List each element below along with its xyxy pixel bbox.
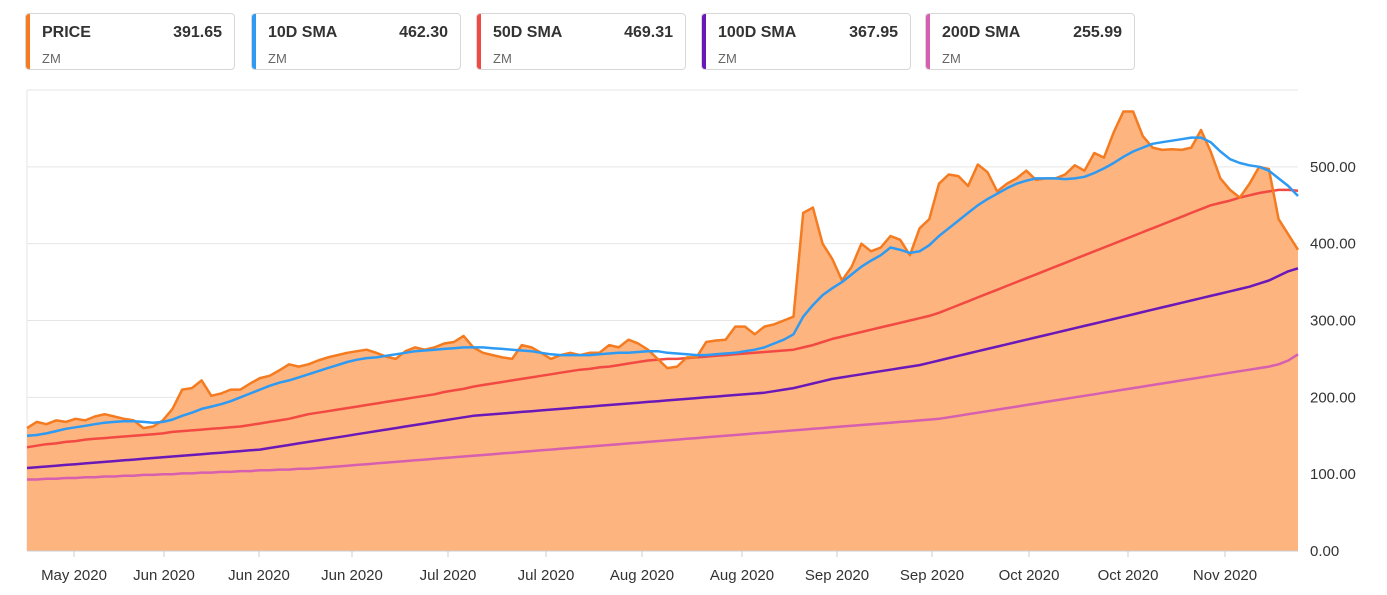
x-tick-label: Jun 2020: [133, 567, 195, 584]
x-tick-label: May 2020: [41, 567, 107, 584]
y-tick-label: 0.00: [1310, 543, 1339, 560]
legend-card-price[interactable]: PRICE 391.65 ZM: [25, 13, 235, 70]
x-tick-label: Aug 2020: [710, 567, 774, 584]
y-tick-label: 100.00: [1310, 466, 1356, 483]
y-tick-label: 400.00: [1310, 236, 1356, 253]
legend-symbol: ZM: [42, 51, 61, 66]
legend-symbol: ZM: [493, 51, 512, 66]
legend-series-name: 50D SMA: [493, 24, 563, 41]
series-line-200d-sma: [27, 353, 1299, 481]
series-line-price: [26, 110, 1300, 430]
x-tick-label: Jul 2020: [518, 567, 575, 584]
series-line-50d-sma: [26, 188, 1299, 449]
x-tick-label: Jun 2020: [228, 567, 290, 584]
price-area-fill: [27, 111, 1298, 551]
legend-series-value: 462.30: [399, 24, 448, 41]
series-lines-layer: [26, 110, 1300, 481]
legend-series-name: 100D SMA: [718, 24, 797, 41]
y-tick-label: 300.00: [1310, 313, 1356, 330]
legend-series-value: 255.99: [1073, 24, 1122, 41]
x-tick-label: Sep 2020: [900, 567, 964, 584]
legend-card-100d-sma[interactable]: 100D SMA 367.95 ZM: [701, 13, 911, 70]
legend-color-bar: [477, 14, 481, 69]
legend-color-bar: [26, 14, 30, 69]
x-tick-label: Oct 2020: [999, 567, 1060, 584]
legend-card-50d-sma[interactable]: 50D SMA 469.31 ZM: [476, 13, 686, 70]
legend-series-name: 200D SMA: [942, 24, 1021, 41]
y-axis: 0.00 100.00 200.00 300.00 400.00 500.00: [1310, 159, 1356, 560]
legend-series-name: 10D SMA: [268, 24, 338, 41]
x-axis: May 2020 Jun 2020 Jun 2020 Jun 2020 Jul 2020…: [27, 550, 1298, 584]
legend-series-value: 469.31: [624, 24, 673, 41]
legend-series-name: PRICE: [42, 24, 91, 41]
legend-symbol: ZM: [268, 51, 287, 66]
series-line-100d-sma: [26, 267, 1299, 470]
legend-symbol: ZM: [942, 51, 961, 66]
x-tick-label: Oct 2020: [1098, 567, 1159, 584]
legend-card-10d-sma[interactable]: 10D SMA 462.30 ZM: [251, 13, 461, 70]
x-tick-label: Sep 2020: [805, 567, 869, 584]
series-line-10d-sma: [26, 136, 1299, 438]
legend-color-bar: [926, 14, 930, 69]
legend-symbol: ZM: [718, 51, 737, 66]
x-tick-label: Jun 2020: [321, 567, 383, 584]
legend-series-value: 367.95: [849, 24, 898, 41]
x-tick-label: Nov 2020: [1193, 567, 1257, 584]
legend-color-bar: [702, 14, 706, 69]
price-area-layer: [27, 111, 1298, 551]
y-tick-label: 500.00: [1310, 159, 1356, 176]
legend-color-bar: [252, 14, 256, 69]
y-tick-label: 200.00: [1310, 389, 1356, 406]
x-tick-label: Jul 2020: [420, 567, 477, 584]
x-tick-label: Aug 2020: [610, 567, 674, 584]
legend-card-200d-sma[interactable]: 200D SMA 255.99 ZM: [925, 13, 1135, 70]
legend-series-value: 391.65: [173, 24, 222, 41]
